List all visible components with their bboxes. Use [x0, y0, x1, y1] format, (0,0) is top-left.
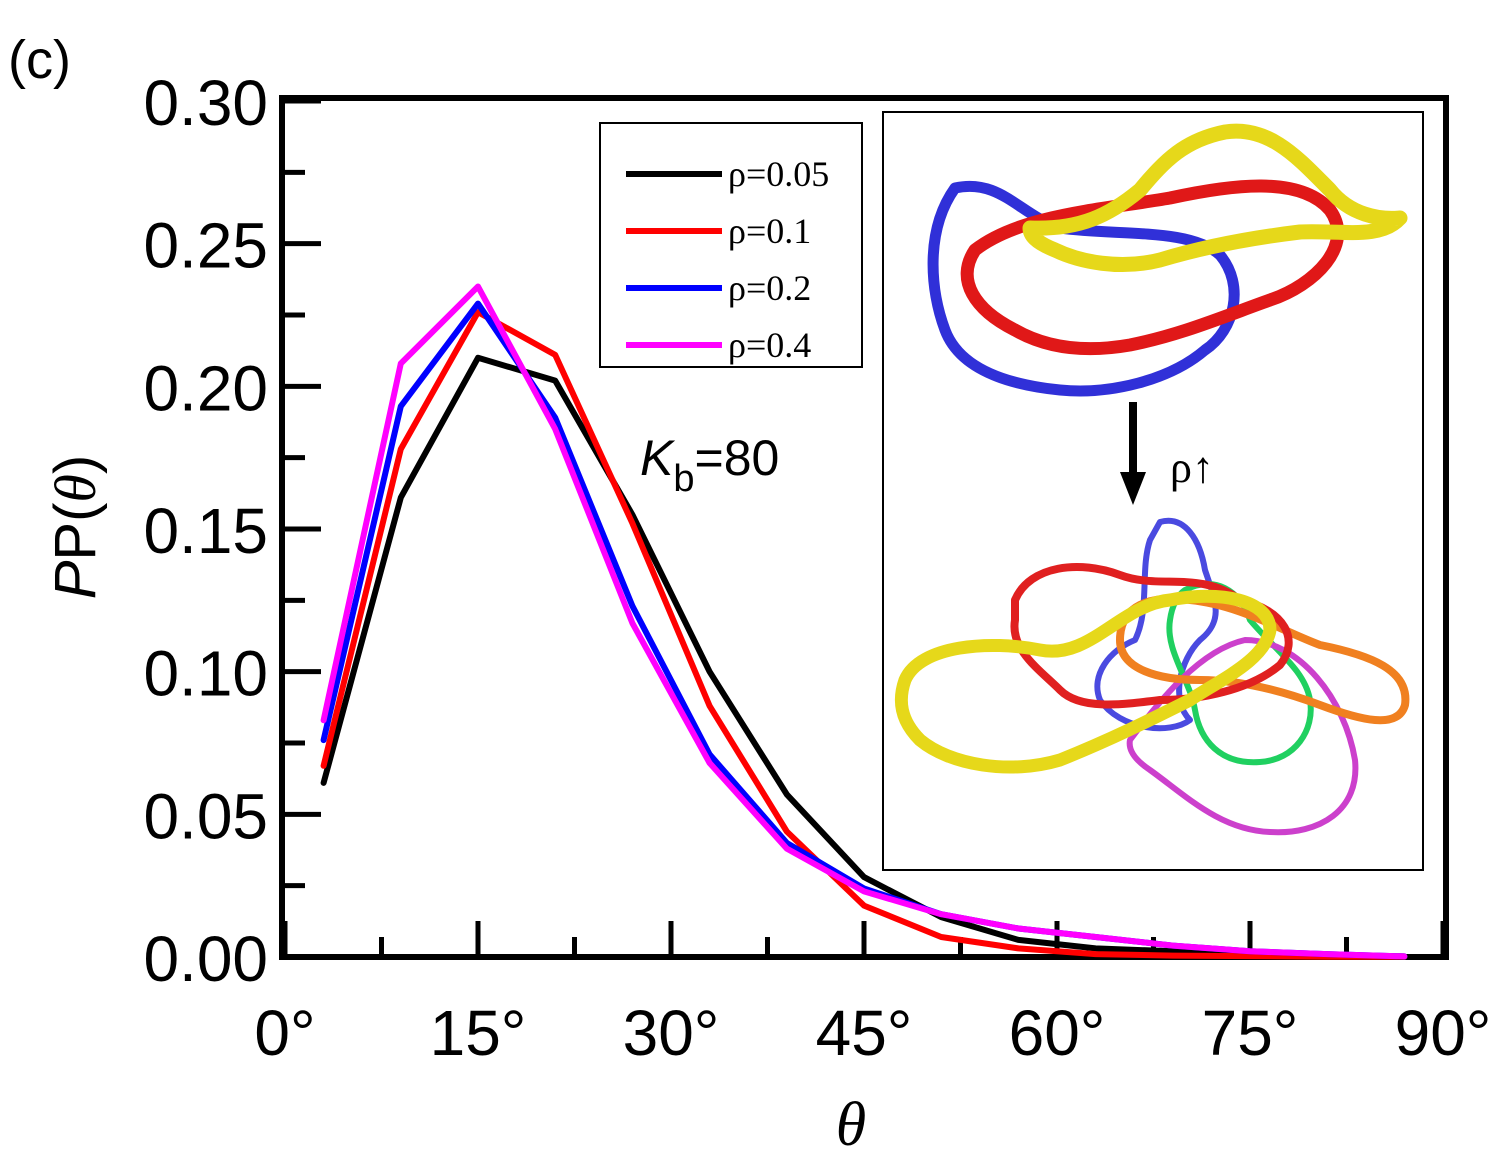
y-tick-label: 0.25	[143, 210, 268, 282]
y-tick-labels: 0.00 0.05 0.10 0.15 0.20 0.25 0.30	[143, 67, 268, 995]
x-tick-label: 45°	[816, 997, 913, 1069]
panel-label: (c)	[8, 30, 71, 90]
series-line-4	[320, 283, 1408, 960]
y-tick-label: 0.15	[143, 495, 268, 567]
legend-label-2: ρ=0.1	[728, 211, 811, 251]
ring-yellow-bottom	[894, 589, 1277, 774]
series-line-2	[320, 309, 1408, 960]
y-axis-label-close: )	[43, 455, 108, 474]
x-tick-label: 60°	[1009, 997, 1106, 1069]
kb-symbol: K	[640, 430, 676, 486]
ring-magenta-bottom	[1126, 637, 1359, 836]
legend: ρ=0.05 ρ=0.1 ρ=0.2 ρ=0.4	[626, 154, 829, 365]
ring-blue-bottom	[1094, 517, 1219, 732]
y-axis-label-open: P(	[43, 503, 108, 561]
legend-label-3: ρ=0.2	[728, 268, 811, 308]
x-tick-label: 0°	[254, 997, 315, 1069]
x-tick-label: 15°	[430, 997, 527, 1069]
legend-box	[599, 122, 863, 368]
y-axis-label-var: θ	[43, 474, 108, 503]
kb-value: =80	[695, 430, 780, 486]
x-axis-label: θ	[836, 1091, 866, 1159]
inset-bottom-rings	[894, 517, 1410, 836]
x-tick-labels: 0° 15° 30° 45° 60° 75° 90°	[254, 997, 1491, 1069]
y-tick-label: 0.00	[143, 923, 268, 995]
ring-red-bottom	[1010, 563, 1293, 709]
x-tick-label: 75°	[1202, 997, 1299, 1069]
inset-arrow-label: ρ↑	[1170, 443, 1214, 492]
ring-yellow-top	[1022, 123, 1408, 272]
y-axis-label: PP(θ)	[43, 455, 108, 600]
x-tick-label: 90°	[1395, 997, 1492, 1069]
y-tick-label: 0.05	[143, 780, 268, 852]
kb-subscript: b	[673, 458, 694, 500]
legend-label-1: ρ=0.05	[728, 154, 829, 194]
series-layer	[320, 283, 1408, 960]
y-tick-label: 0.10	[143, 638, 268, 710]
inset-top-rings	[927, 123, 1408, 397]
ring-red-top	[960, 179, 1345, 356]
down-arrow-icon	[1120, 472, 1146, 505]
y-tick-label: 0.20	[143, 352, 268, 424]
kb-annotation: Kb=80	[640, 430, 779, 500]
x-tick-label: 30°	[623, 997, 720, 1069]
y-tick-label: 0.30	[143, 67, 268, 139]
ring-green-bottom	[1166, 581, 1314, 766]
legend-label-4: ρ=0.4	[728, 325, 811, 365]
